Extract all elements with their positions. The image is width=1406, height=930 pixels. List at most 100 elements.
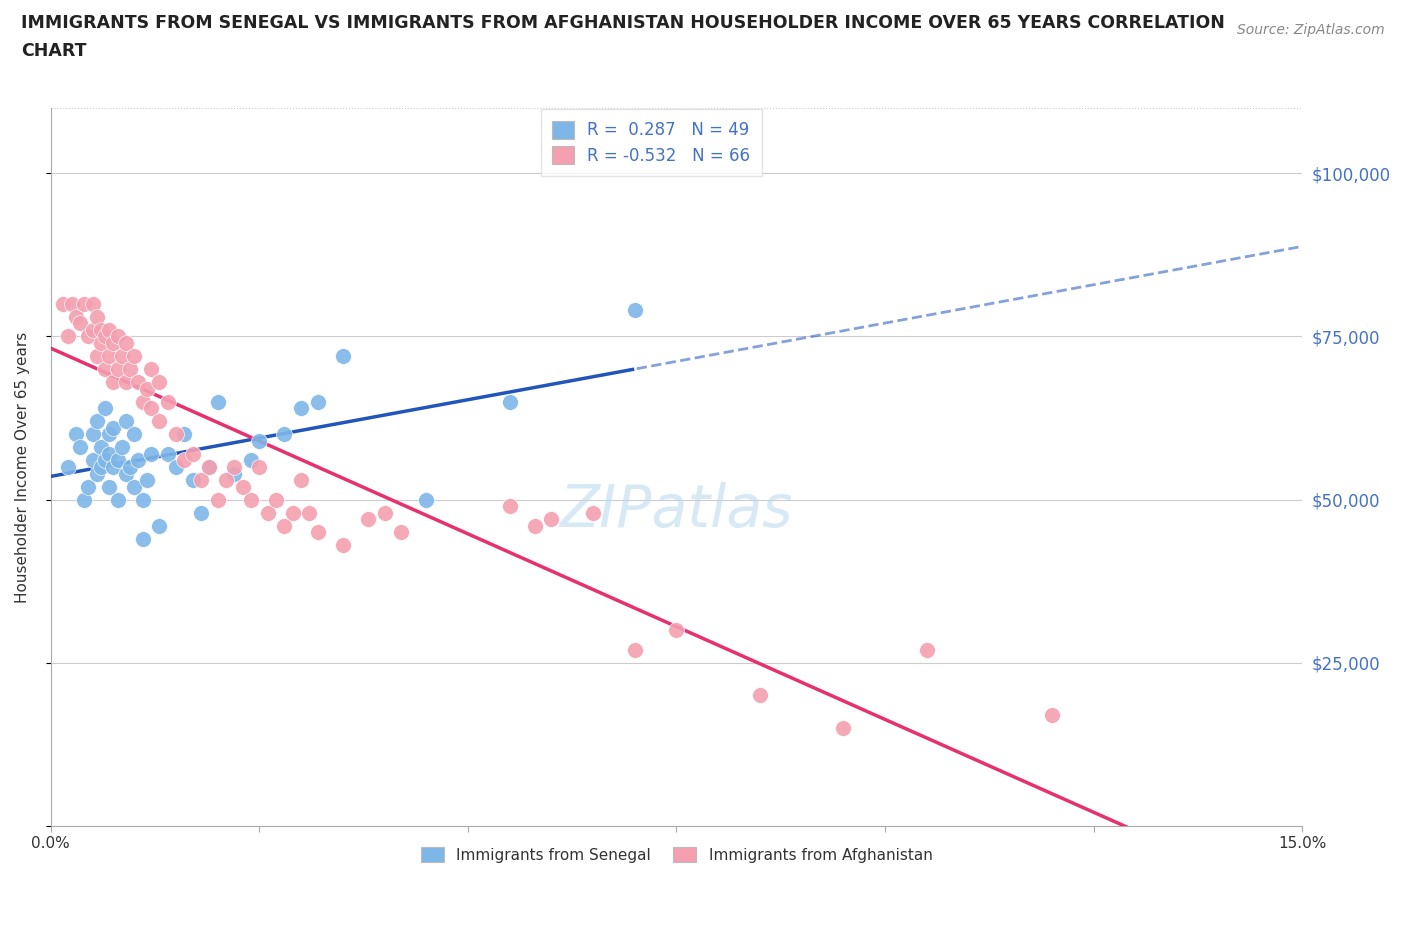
Point [240,453,263,468]
Point [60,297,83,312]
Point [307,394,329,409]
Point [65,310,87,325]
Point [98,349,121,364]
Point [156,446,179,461]
Point [207,394,229,409]
Point [224,466,246,481]
Point [332,538,354,552]
Point [98,446,121,461]
Point [165,427,187,442]
Point [120,362,142,377]
Point [582,505,605,520]
Point [281,505,304,520]
Point [56,459,79,474]
Point [357,512,380,526]
Point [107,362,129,377]
Point [90,323,112,338]
Point [122,427,145,442]
Y-axis label: Householder Income Over 65 years: Householder Income Over 65 years [15,331,30,603]
Point [86,414,108,429]
Legend: Immigrants from Senegal, Immigrants from Afghanistan: Immigrants from Senegal, Immigrants from… [415,841,939,869]
Point [498,394,520,409]
Point [115,336,138,351]
Point [77,479,100,494]
Point [665,623,688,638]
Point [69,316,91,331]
Point [115,466,138,481]
Point [98,427,121,442]
Point [198,459,221,474]
Text: CHART: CHART [21,42,87,60]
Point [198,459,221,474]
Point [107,492,129,507]
Point [94,329,117,344]
Point [77,329,100,344]
Point [273,427,295,442]
Point [90,336,112,351]
Point [69,440,91,455]
Point [127,453,149,468]
Point [82,453,104,468]
Point [65,427,87,442]
Point [115,375,138,390]
Point [127,375,149,390]
Point [224,459,246,474]
Point [98,479,121,494]
Point [332,349,354,364]
Point [94,362,117,377]
Point [103,375,125,390]
Point [915,643,938,658]
Point [122,479,145,494]
Point [207,492,229,507]
Point [415,492,437,507]
Point [264,492,287,507]
Point [56,329,79,344]
Point [82,427,104,442]
Point [540,512,562,526]
Point [247,459,270,474]
Point [156,394,179,409]
Point [498,498,520,513]
Point [623,643,645,658]
Point [832,721,855,736]
Point [103,459,125,474]
Point [103,420,125,435]
Point [98,323,121,338]
Point [240,492,263,507]
Point [122,349,145,364]
Point [389,525,412,539]
Point [111,349,134,364]
Point [523,518,546,533]
Point [131,394,153,409]
Point [73,297,96,312]
Point [173,427,195,442]
Point [86,349,108,364]
Point [86,466,108,481]
Point [131,531,153,546]
Point [273,518,295,533]
Point [232,479,254,494]
Point [90,459,112,474]
Text: Source: ZipAtlas.com: Source: ZipAtlas.com [1237,23,1385,37]
Point [190,472,212,487]
Point [139,362,162,377]
Point [307,525,329,539]
Point [115,414,138,429]
Point [290,401,312,416]
Point [290,472,312,487]
Point [107,329,129,344]
Point [135,472,157,487]
Point [103,336,125,351]
Point [623,303,645,318]
Point [139,401,162,416]
Point [1040,708,1063,723]
Point [135,381,157,396]
Point [82,323,104,338]
Point [94,453,117,468]
Point [748,688,770,703]
Point [148,414,170,429]
Point [148,375,170,390]
Point [139,446,162,461]
Point [94,401,117,416]
Point [120,459,142,474]
